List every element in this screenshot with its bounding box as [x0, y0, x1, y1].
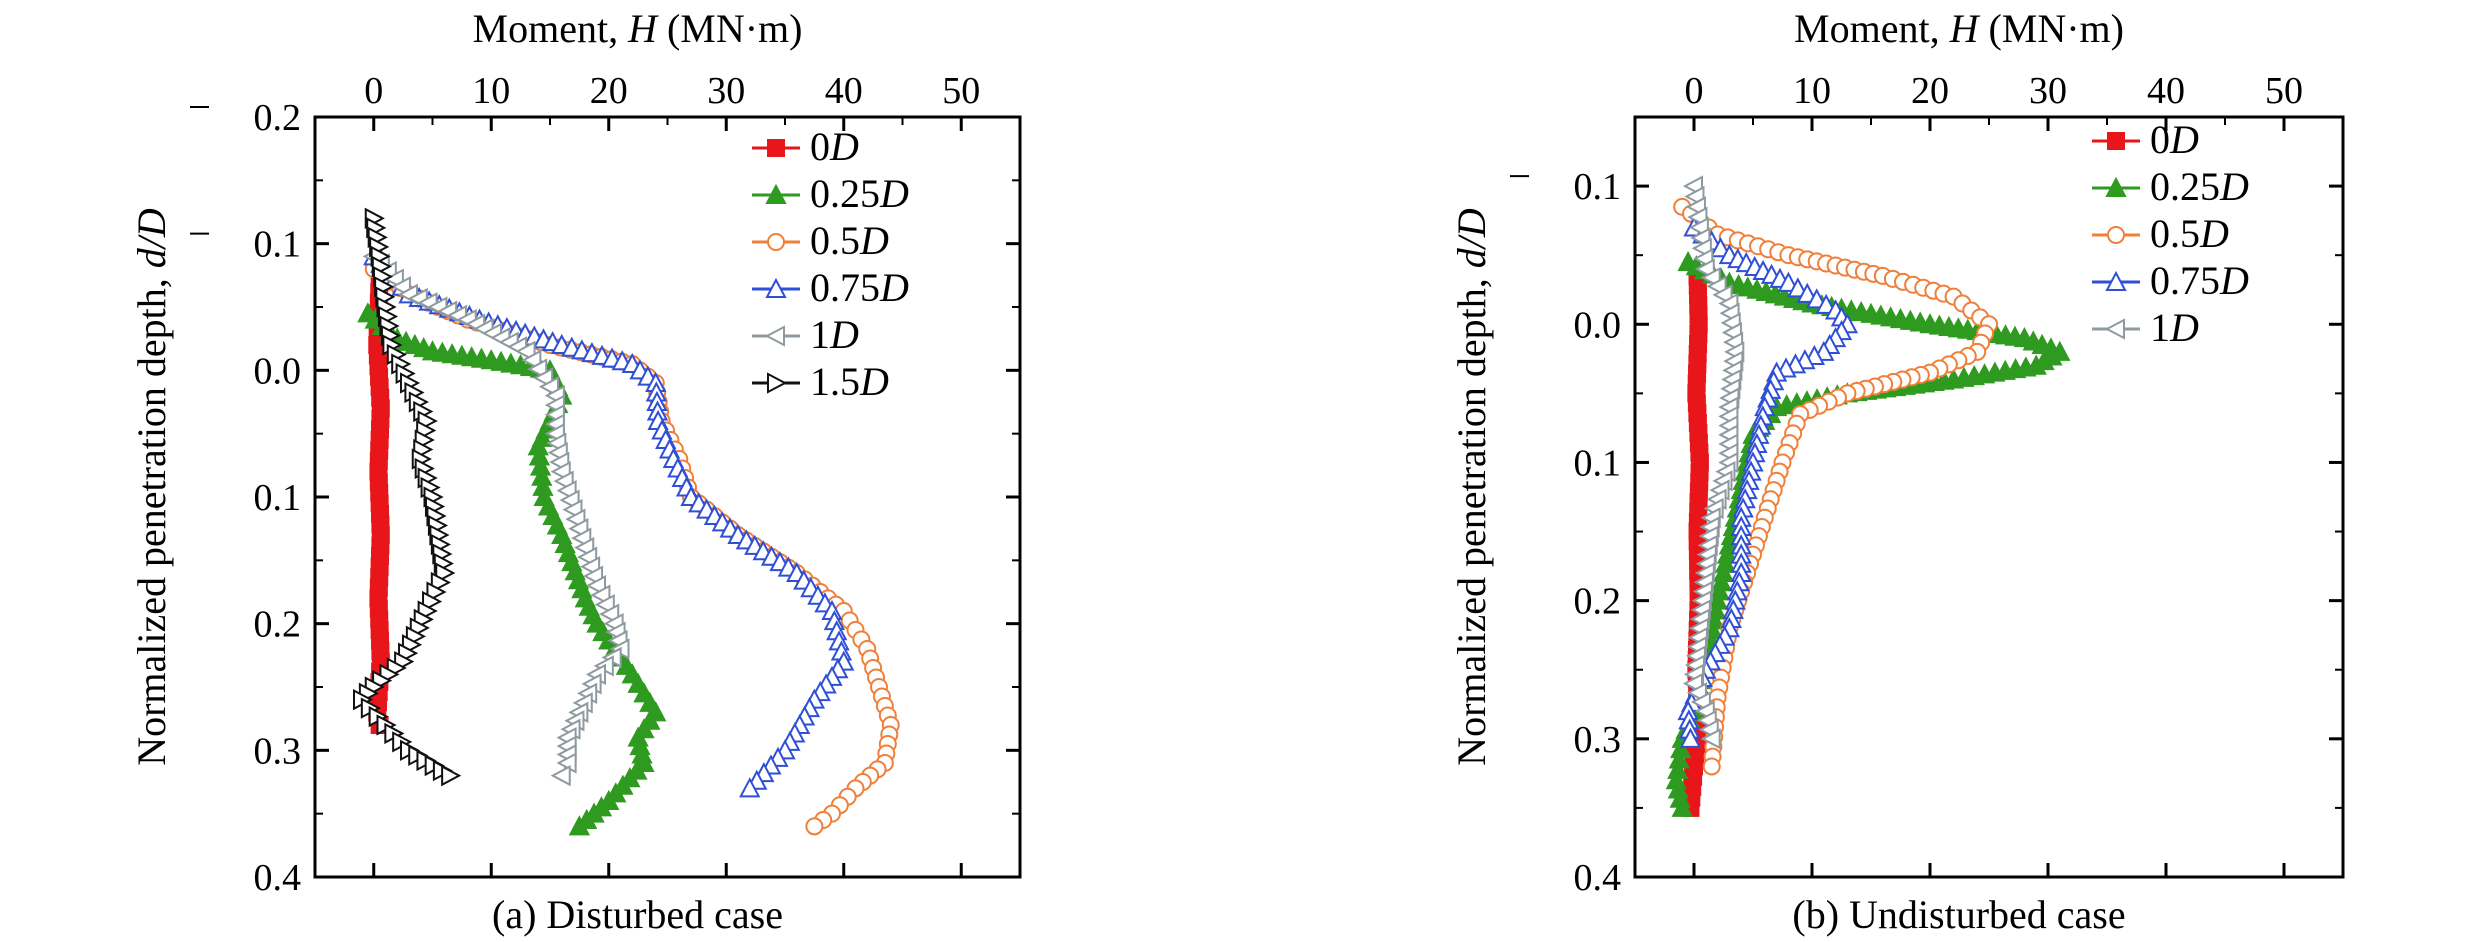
x-tick-label-b-0: 0 [1685, 70, 1704, 112]
y-tick-label-b-2: 0.1 [1574, 442, 1622, 484]
legend-marker-b-2 [2107, 226, 2125, 244]
data-point-a-3-82 [739, 777, 761, 798]
legend-label-a-4: 1D [810, 312, 859, 357]
data-point-b-4-59 [1700, 728, 1721, 750]
data-point-a-5-64 [441, 765, 462, 787]
legend-label-a-1: 0.25D [810, 171, 909, 216]
x-axis-title-b: Moment, H (MN·m) [1794, 6, 2124, 51]
y-tick-label-a-1: 0.1 [254, 224, 302, 266]
x-axis-title-a: Moment, H (MN·m) [473, 6, 803, 51]
legend-label-a-3: 0.75D [810, 265, 909, 310]
x-tick-label-a-3: 30 [707, 70, 745, 112]
data-point-a-2-86 [805, 817, 824, 836]
legend-marker-b-1 [2105, 176, 2127, 197]
legend-label-b-1: 0.25D [2150, 164, 2249, 209]
series-a-5 [353, 207, 462, 787]
legend-label-b-4: 1D [2150, 305, 2199, 350]
data-point-a-4-64 [550, 765, 571, 787]
y-tick-label-a-5: 0.3 [254, 730, 302, 772]
legend-label-b-0: 0D [2150, 117, 2199, 162]
chart-b: 0 10 20 30 40 50 0.1 0.0 0.1 0.2 0.3 0.4 Moment, H (… [1449, 6, 2345, 937]
data-point-b-3-3 [1709, 237, 1732, 258]
x-tick-label-a-5: 50 [942, 70, 980, 112]
caption-a: (a) Disturbed case [492, 892, 783, 937]
x-tick-label-b-1: 10 [1793, 70, 1831, 112]
y-tick-label-b-3: 0.2 [1574, 581, 1622, 623]
x-tick-label-b-3: 30 [2029, 70, 2067, 112]
data-point-a-1-73 [568, 815, 591, 836]
legend-label-b-2: 0.5D [2150, 211, 2229, 256]
legend-marker-b-3 [2105, 270, 2127, 291]
y-tick-label-a-4: 0.2 [254, 604, 302, 646]
chart-a: 0 10 20 30 40 50 0.2 0.1 0.0 0.1 0.2 0.3 0.4 Moment, … [129, 6, 1022, 937]
data-point-b-3-68 [1679, 727, 1702, 748]
legend-label-b-3: 0.75D [2150, 258, 2249, 303]
legend-marker-a-3 [765, 277, 787, 298]
x-tick-label-b-5: 50 [2265, 70, 2303, 112]
y-tick-label-b-5: 0.4 [1574, 857, 1622, 899]
series-b-1 [1665, 250, 2071, 817]
x-tick-label-a-0: 0 [364, 70, 383, 112]
legend-label-a-5: 1.5D [810, 359, 889, 404]
y-tick-label-a-2: 0.0 [254, 350, 302, 392]
series-a-4 [362, 245, 630, 787]
legend-label-a-0: 0D [810, 124, 859, 169]
legend-label-a-2: 0.5D [810, 218, 889, 263]
legend-marker-a-4 [764, 325, 785, 347]
legend-marker-b-0 [2107, 132, 2125, 150]
legend-marker-a-5 [767, 372, 788, 394]
y-tick-label-a-6: 0.4 [254, 857, 302, 899]
legend-marker-a-0 [767, 139, 785, 157]
data-point-b-1-112 [1671, 796, 1693, 817]
data-point-b-2-91 [1702, 757, 1721, 776]
y-axis-title-b: Normalized penetration depth, d/D [1449, 208, 1494, 766]
y-tick-label-b-1: 0.0 [1574, 304, 1622, 346]
series-b-2 [1673, 197, 1998, 776]
series-a-0 [368, 272, 390, 734]
y-tick-label-a-0: 0.2 [254, 97, 302, 139]
legend-marker-a-2 [767, 233, 785, 251]
legend-marker-b-4 [2104, 318, 2125, 340]
y-tick-label-a-3: 0.1 [254, 477, 302, 519]
series-b-4 [1682, 175, 1745, 750]
legend-marker-a-1 [765, 183, 787, 204]
y-tick-label-b-4: 0.3 [1574, 719, 1622, 761]
x-tick-label-a-1: 10 [472, 70, 510, 112]
x-tick-label-b-4: 40 [2147, 70, 2185, 112]
series-b-3 [1677, 216, 1859, 748]
y-tick-label-b-0: 0.1 [1574, 166, 1622, 208]
y-axis-title-a: Normalized penetration depth, d/D [129, 208, 174, 766]
caption-b: (b) Undisturbed case [1792, 892, 2125, 937]
x-tick-label-a-2: 20 [590, 70, 628, 112]
x-tick-label-a-4: 40 [825, 70, 863, 112]
x-tick-label-b-2: 20 [1911, 70, 1949, 112]
